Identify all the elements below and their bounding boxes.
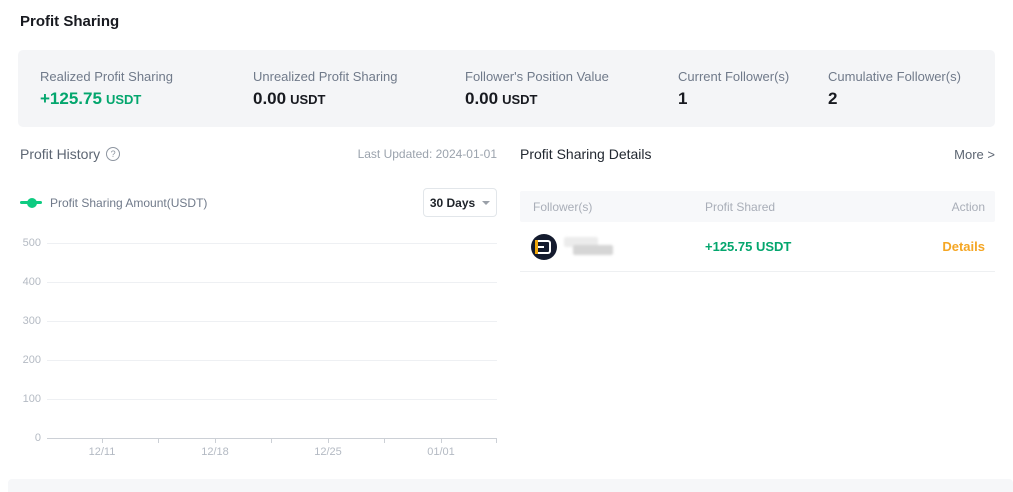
stat-realized-profit-sharing: Realized Profit Sharing +125.75 USDT xyxy=(40,69,253,109)
profit-history-panel: Profit History Last Updated: 2024-01-01 … xyxy=(20,146,497,466)
stat-unrealized-profit-sharing: Unrealized Profit Sharing 0.00 USDT xyxy=(253,69,465,109)
column-header-action: Action xyxy=(951,199,985,214)
y-axis-label: 0 xyxy=(34,432,41,444)
x-axis-tick xyxy=(158,439,159,443)
time-range-dropdown[interactable]: 30 Days xyxy=(423,188,497,217)
y-axis-label: 100 xyxy=(22,393,41,405)
details-title: Profit Sharing Details xyxy=(520,146,652,162)
stat-number: 0.00 xyxy=(465,89,499,108)
h-gridline xyxy=(47,321,497,322)
details-button[interactable]: Details xyxy=(942,239,985,254)
details-table-header: Follower(s) Profit Shared Action xyxy=(520,191,995,222)
legend-label: Profit Sharing Amount(USDT) xyxy=(50,195,208,210)
stat-current-followers: Current Follower(s) 1 xyxy=(678,69,828,109)
stat-label: Unrealized Profit Sharing xyxy=(253,69,398,84)
x-axis-label: 01/01 xyxy=(427,446,455,458)
stat-label: Cumulative Follower(s) xyxy=(828,69,961,84)
h-gridline xyxy=(47,399,497,400)
stat-number: +125.75 xyxy=(40,89,102,108)
next-section-edge xyxy=(8,479,1013,492)
caret-down-icon xyxy=(482,200,491,205)
x-axis-tick xyxy=(102,439,103,443)
profit-history-title-text: Profit History xyxy=(20,146,101,162)
legend-line-dot-icon xyxy=(20,197,42,208)
stat-cumulative-followers: Cumulative Follower(s) 2 xyxy=(828,69,961,109)
stat-label: Realized Profit Sharing xyxy=(40,69,173,84)
stat-label: Follower's Position Value xyxy=(465,69,609,84)
x-axis-tick xyxy=(496,439,497,443)
stat-number: 1 xyxy=(678,89,688,108)
follower-avatar xyxy=(531,233,557,260)
profit-history-chart: 500 400 300 200 100 0 12/11 12/18 12/25 … xyxy=(20,236,497,466)
stat-value: 2 xyxy=(828,89,961,109)
h-gridline xyxy=(47,243,497,244)
question-circle-icon[interactable] xyxy=(106,147,121,161)
stat-value: 0.00 USDT xyxy=(253,89,465,109)
x-axis-tick xyxy=(328,439,329,443)
y-axis-label: 300 xyxy=(22,315,41,327)
stat-number: 0.00 xyxy=(253,89,287,108)
column-header-profit-shared: Profit Shared xyxy=(705,199,776,214)
chart-legend-item[interactable]: Profit Sharing Amount(USDT) xyxy=(20,188,207,217)
stat-label: Current Follower(s) xyxy=(678,69,790,84)
x-axis-label: 12/11 xyxy=(88,446,116,458)
more-link[interactable]: More > xyxy=(954,146,995,162)
y-axis-label: 400 xyxy=(22,276,41,288)
x-axis-tick xyxy=(271,439,272,443)
x-axis-line xyxy=(47,438,497,439)
x-axis-tick xyxy=(384,439,385,443)
x-axis-label: 12/25 xyxy=(314,446,342,458)
follower-cell xyxy=(531,233,705,260)
profit-history-title: Profit History xyxy=(20,146,121,162)
binance-logo-icon xyxy=(535,239,551,254)
stat-unit: USDT xyxy=(290,92,326,107)
profit-history-header: Profit History Last Updated: 2024-01-01 xyxy=(20,146,497,162)
table-row: +125.75 USDT Details xyxy=(520,222,995,272)
stat-number: 2 xyxy=(828,89,838,108)
y-axis-label: 500 xyxy=(22,237,41,249)
stat-follower-position-value: Follower's Position Value 0.00 USDT xyxy=(465,69,678,109)
h-gridline xyxy=(47,360,497,361)
stat-unit: USDT xyxy=(502,92,538,107)
h-gridline xyxy=(47,282,497,283)
stat-value: 1 xyxy=(678,89,828,109)
page-title: Profit Sharing xyxy=(20,13,120,30)
column-header-followers: Follower(s) xyxy=(533,199,593,214)
time-range-value: 30 Days xyxy=(429,195,476,210)
y-axis-label: 200 xyxy=(22,354,41,366)
profit-shared-value: +125.75 USDT xyxy=(705,239,792,254)
details-header: Profit Sharing Details More > xyxy=(520,146,995,162)
last-updated-label: Last Updated: 2024-01-01 xyxy=(357,147,497,161)
stat-value: 0.00 USDT xyxy=(465,89,678,109)
x-axis-label: 12/18 xyxy=(201,446,229,458)
stat-unit: USDT xyxy=(105,92,142,107)
stat-value: +125.75 USDT xyxy=(40,89,253,109)
profit-sharing-details-panel: Profit Sharing Details More > Follower(s… xyxy=(520,146,995,466)
follower-name-redacted xyxy=(564,237,614,256)
stats-summary-bar: Realized Profit Sharing +125.75 USDT Unre… xyxy=(18,50,995,127)
x-axis-tick xyxy=(441,439,442,443)
x-axis-tick xyxy=(215,439,216,443)
